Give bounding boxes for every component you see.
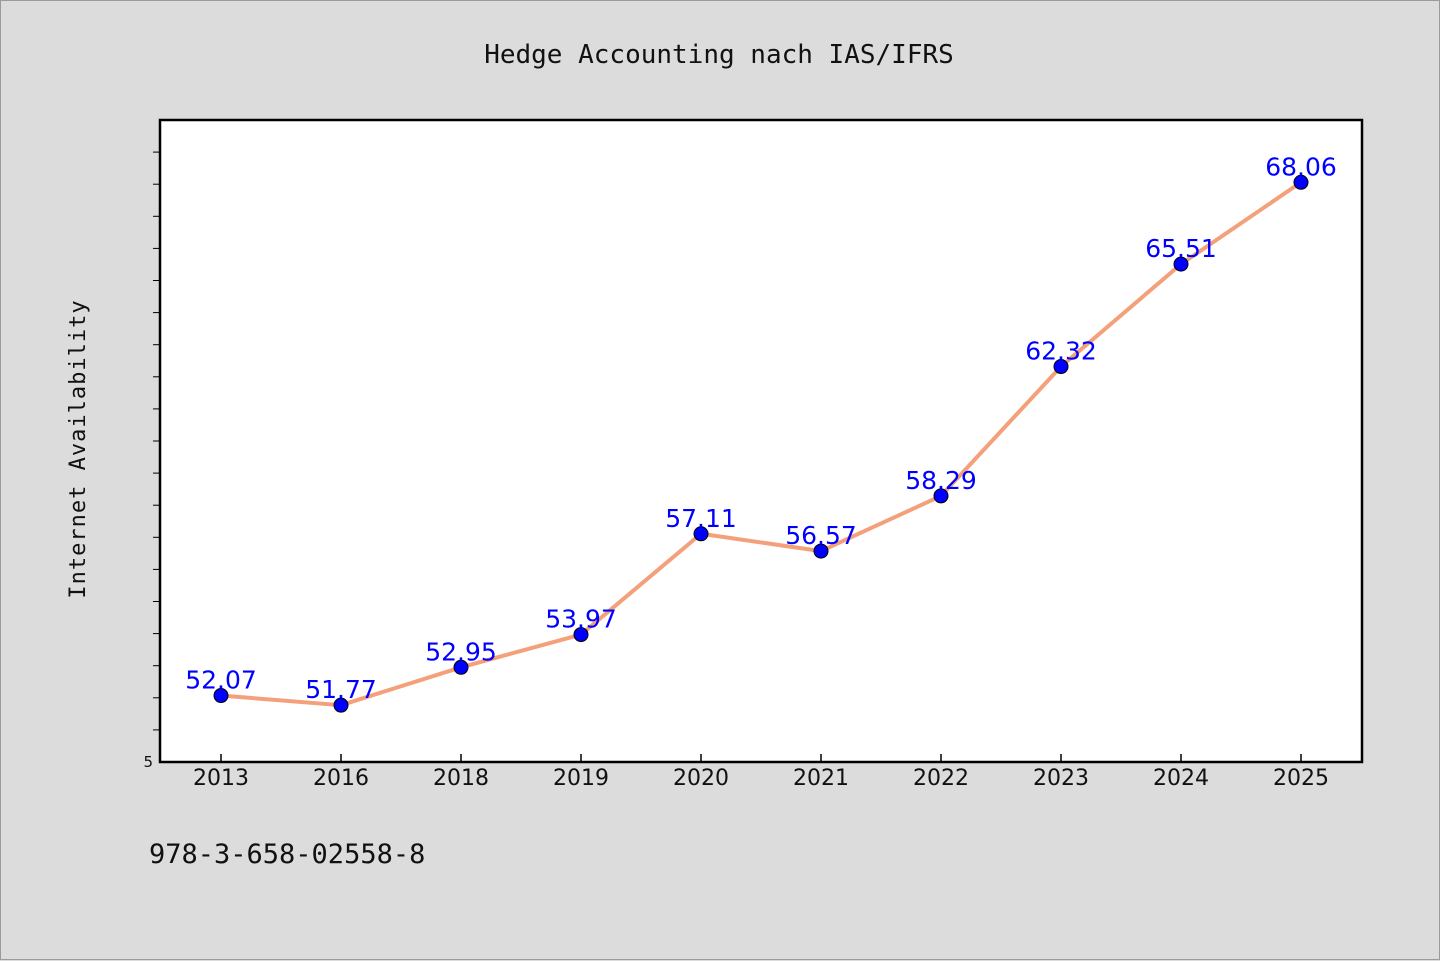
x-tick-label: 2021 xyxy=(793,766,849,791)
chart-title: Hedge Accounting nach IAS/IFRS xyxy=(484,40,954,70)
data-point xyxy=(573,627,589,643)
data-label: 58.29 xyxy=(905,466,977,495)
x-tick-label: 2018 xyxy=(433,766,489,791)
data-point xyxy=(693,526,709,542)
data-point xyxy=(1173,256,1189,272)
plot-area xyxy=(158,118,1364,764)
data-label: 52.95 xyxy=(425,637,497,666)
x-tick-label: 2019 xyxy=(553,766,609,791)
x-tick-label: 2024 xyxy=(1153,766,1209,791)
x-tick-label: 2020 xyxy=(673,766,729,791)
data-point xyxy=(1053,359,1069,375)
data-point xyxy=(333,697,349,713)
data-label: 57.11 xyxy=(665,504,737,533)
data-label: 68.06 xyxy=(1265,152,1337,181)
y-axis-ticks: 5 xyxy=(143,151,160,771)
data-point xyxy=(213,688,229,704)
series-line xyxy=(220,180,1303,708)
data-point xyxy=(453,659,469,675)
y-axis-label: Internet Availability xyxy=(66,299,91,598)
y-tick-label: 5 xyxy=(143,753,153,771)
data-point xyxy=(813,543,829,559)
data-label: 53.97 xyxy=(545,605,617,634)
data-label: 52.07 xyxy=(185,666,257,695)
x-axis-ticks: 2013 2016 2018 2019 2020 2021 2022 2023 2024 2025 xyxy=(193,754,1329,791)
footnote-isbn: 978-3-658-02558-8 xyxy=(149,839,425,870)
data-label: 56.57 xyxy=(785,521,857,550)
data-label: 51.77 xyxy=(305,675,377,704)
x-tick-label: 2023 xyxy=(1033,766,1089,791)
data-point xyxy=(933,488,949,504)
series-line-group xyxy=(220,180,1303,708)
data-markers xyxy=(213,174,1309,713)
data-labels: 52.07 51.77 52.95 53.97 57.11 56.57 58.29 62.32… xyxy=(185,152,1337,704)
x-tick-label: 2016 xyxy=(313,766,369,791)
data-label: 62.32 xyxy=(1025,337,1097,366)
x-tick-label: 2022 xyxy=(913,766,969,791)
data-point xyxy=(1293,174,1309,190)
x-tick-label: 2025 xyxy=(1273,766,1329,791)
x-tick-label: 2013 xyxy=(193,766,249,791)
data-label: 65.51 xyxy=(1145,234,1217,263)
